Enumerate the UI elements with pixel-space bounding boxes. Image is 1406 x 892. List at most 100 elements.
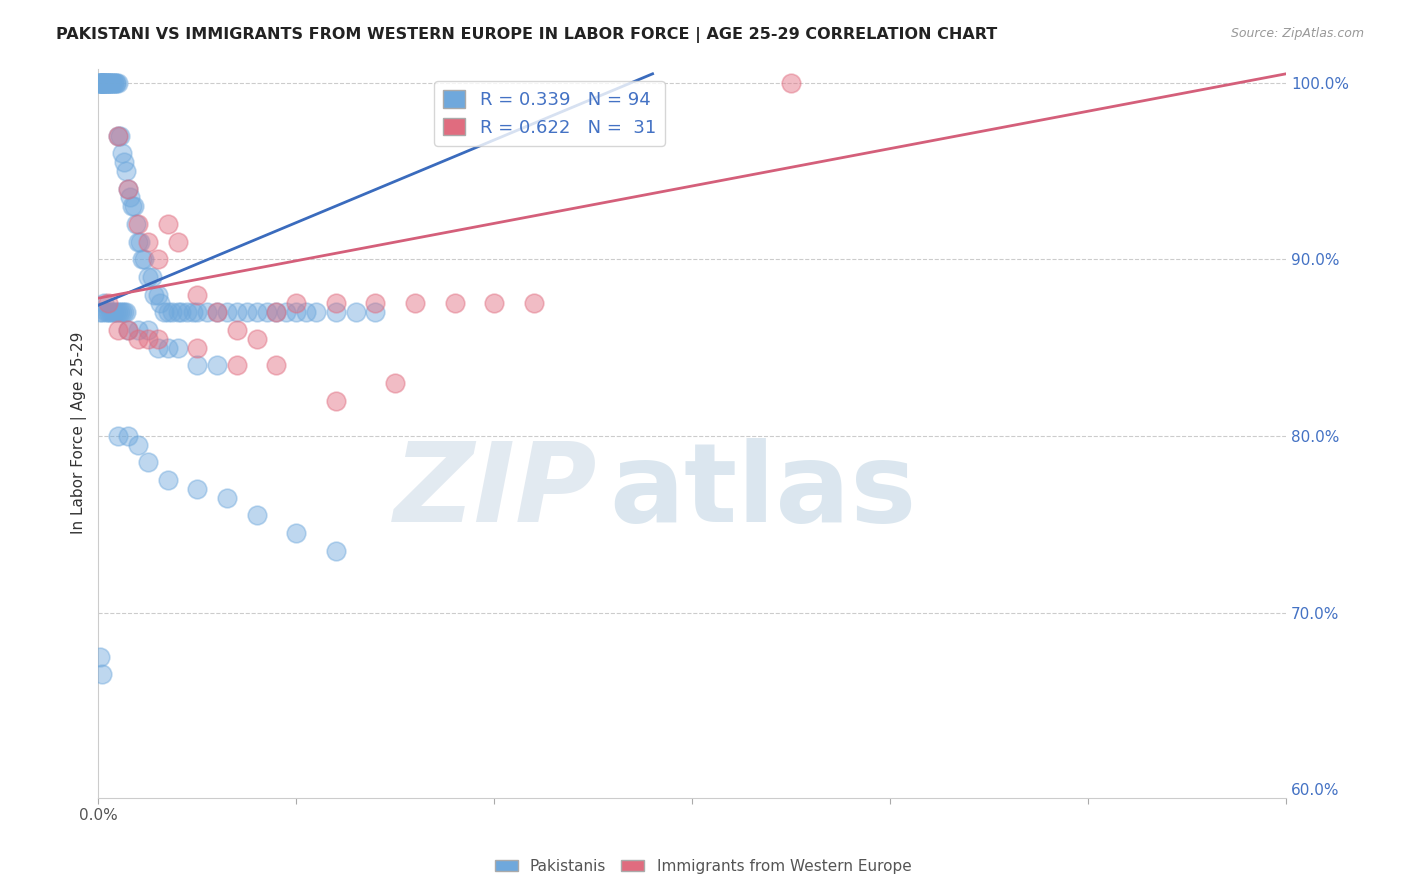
Point <box>205 359 228 373</box>
Point <box>266 305 288 319</box>
Point <box>98 76 121 90</box>
Point <box>132 252 155 267</box>
Point <box>186 305 208 319</box>
Point <box>91 76 114 90</box>
Point <box>117 323 139 337</box>
Point <box>225 323 247 337</box>
Point <box>186 287 208 301</box>
Point <box>156 217 179 231</box>
Point <box>186 482 208 496</box>
Point <box>89 76 111 90</box>
Point <box>285 305 308 319</box>
Point <box>215 305 238 319</box>
Point <box>89 76 111 90</box>
Point <box>91 76 114 90</box>
Point <box>325 543 347 558</box>
Point <box>136 455 159 469</box>
Point <box>89 76 111 90</box>
Point <box>93 76 115 90</box>
Point <box>112 305 135 319</box>
Point <box>101 305 124 319</box>
Point <box>115 305 138 319</box>
Point <box>325 296 347 310</box>
Point <box>146 332 169 346</box>
Point <box>266 359 288 373</box>
Point <box>170 305 193 319</box>
Point <box>121 199 143 213</box>
Point <box>246 508 269 523</box>
Point <box>166 341 188 355</box>
Point <box>146 287 169 301</box>
Point <box>127 235 149 249</box>
Point <box>285 296 308 310</box>
Point <box>108 305 131 319</box>
Point <box>101 76 124 90</box>
Point <box>98 76 121 90</box>
Point <box>89 76 111 90</box>
Point <box>325 305 347 319</box>
Point <box>93 76 115 90</box>
Point <box>105 76 128 90</box>
Point <box>118 190 141 204</box>
Point <box>246 332 269 346</box>
Text: Source: ZipAtlas.com: Source: ZipAtlas.com <box>1230 27 1364 40</box>
Point <box>127 323 149 337</box>
Point <box>107 128 129 143</box>
Point <box>117 323 139 337</box>
Point <box>97 296 120 310</box>
Point <box>111 146 134 161</box>
Point <box>97 76 120 90</box>
Point <box>186 341 208 355</box>
Point <box>146 252 169 267</box>
Point <box>205 305 228 319</box>
Point <box>127 217 149 231</box>
Point <box>256 305 278 319</box>
Y-axis label: In Labor Force | Age 25-29: In Labor Force | Age 25-29 <box>72 332 87 534</box>
Point <box>146 341 169 355</box>
Point <box>107 76 129 90</box>
Text: atlas: atlas <box>609 438 917 545</box>
Point <box>91 76 114 90</box>
Point <box>97 76 120 90</box>
Point <box>205 305 228 319</box>
Point <box>149 296 172 310</box>
Point <box>91 305 114 319</box>
Point <box>186 359 208 373</box>
Point <box>96 76 118 90</box>
Point <box>93 76 115 90</box>
Point <box>344 305 367 319</box>
Point <box>93 76 115 90</box>
Point <box>112 155 135 169</box>
Point <box>89 649 111 664</box>
Point <box>98 305 121 319</box>
Point <box>101 76 124 90</box>
Point <box>225 305 247 319</box>
Legend: R = 0.339   N = 94, R = 0.622   N =  31: R = 0.339 N = 94, R = 0.622 N = 31 <box>434 81 665 146</box>
Point <box>142 287 165 301</box>
Point <box>404 296 426 310</box>
Point <box>96 305 118 319</box>
Point <box>195 305 218 319</box>
Point <box>129 235 152 249</box>
Point <box>484 296 506 310</box>
Point <box>156 305 179 319</box>
Point <box>160 305 183 319</box>
Point <box>107 429 129 443</box>
Point <box>136 332 159 346</box>
Point <box>152 305 174 319</box>
Point <box>183 305 205 319</box>
Point <box>166 305 188 319</box>
Point <box>156 341 179 355</box>
Point <box>122 199 145 213</box>
Point <box>117 429 139 443</box>
Point <box>103 76 125 90</box>
Point <box>523 296 546 310</box>
Point <box>246 305 269 319</box>
Point <box>117 181 139 195</box>
Point <box>131 252 153 267</box>
Text: ZIP: ZIP <box>394 438 598 545</box>
Point <box>97 305 120 319</box>
Point <box>103 76 125 90</box>
Point <box>89 305 111 319</box>
Point <box>176 305 198 319</box>
